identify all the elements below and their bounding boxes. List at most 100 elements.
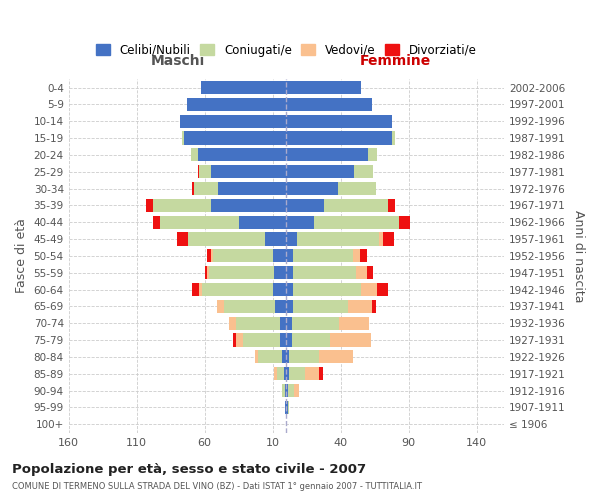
Bar	[182, 132, 286, 144]
Bar	[187, 98, 286, 111]
Bar	[286, 216, 399, 229]
Bar	[200, 81, 286, 94]
Text: Maschi: Maschi	[151, 54, 205, 68]
Bar	[282, 350, 286, 364]
Bar	[286, 316, 369, 330]
Bar	[282, 384, 286, 397]
Bar	[233, 334, 286, 346]
Bar	[153, 199, 286, 212]
Bar	[286, 266, 373, 280]
Bar	[286, 334, 292, 346]
Bar	[274, 367, 286, 380]
Legend: Celibi/Nubili, Coniugati/e, Vedovi/e, Divorziati/e: Celibi/Nubili, Coniugati/e, Vedovi/e, Di…	[92, 39, 481, 62]
Bar	[277, 367, 286, 380]
Bar	[193, 283, 286, 296]
Bar	[213, 250, 286, 262]
Bar	[286, 114, 392, 128]
Bar	[286, 350, 353, 364]
Bar	[286, 114, 392, 128]
Bar	[178, 232, 286, 245]
Bar	[286, 266, 367, 280]
Bar	[286, 384, 287, 397]
Bar	[153, 199, 286, 212]
Bar	[217, 300, 286, 313]
Bar	[199, 165, 286, 178]
Bar	[286, 350, 289, 364]
Bar	[286, 266, 293, 280]
Bar	[286, 132, 395, 144]
Bar	[286, 98, 372, 111]
Bar	[286, 266, 356, 280]
Bar	[286, 216, 410, 229]
Bar	[286, 81, 361, 94]
Bar	[273, 283, 286, 296]
Bar	[286, 232, 394, 245]
Y-axis label: Fasce di età: Fasce di età	[15, 218, 28, 294]
Bar	[284, 367, 286, 380]
Bar	[229, 316, 286, 330]
Bar	[255, 350, 286, 364]
Bar	[224, 300, 286, 313]
Bar	[286, 182, 338, 195]
Bar	[286, 165, 373, 178]
Bar	[286, 283, 293, 296]
Bar	[208, 266, 286, 280]
Bar	[180, 114, 286, 128]
Y-axis label: Anni di nascita: Anni di nascita	[572, 210, 585, 302]
Bar	[286, 316, 369, 330]
Bar	[282, 384, 286, 397]
Bar	[286, 182, 376, 195]
Bar	[243, 334, 286, 346]
Bar	[286, 350, 319, 364]
Bar	[160, 216, 286, 229]
Bar	[200, 81, 286, 94]
Bar	[194, 182, 286, 195]
Bar	[286, 81, 361, 94]
Bar	[275, 300, 286, 313]
Bar	[146, 199, 286, 212]
Bar	[286, 232, 297, 245]
Bar	[286, 300, 347, 313]
Bar	[180, 114, 286, 128]
Bar	[286, 132, 392, 144]
Bar	[286, 98, 372, 111]
Bar	[280, 316, 286, 330]
Bar	[286, 165, 373, 178]
Bar	[286, 98, 372, 111]
Bar	[286, 250, 360, 262]
Bar	[182, 132, 286, 144]
Bar	[285, 401, 286, 414]
Bar	[184, 132, 286, 144]
Bar	[286, 148, 377, 162]
Bar	[286, 232, 383, 245]
Bar	[286, 250, 367, 262]
Bar	[187, 98, 286, 111]
Bar	[191, 148, 286, 162]
Bar	[286, 401, 289, 414]
Bar	[286, 199, 395, 212]
Bar	[274, 367, 286, 380]
Bar	[200, 81, 286, 94]
Bar	[285, 401, 286, 414]
Text: Popolazione per età, sesso e stato civile - 2007: Popolazione per età, sesso e stato civil…	[12, 462, 366, 475]
Bar	[286, 401, 287, 414]
Bar	[202, 283, 286, 296]
Bar	[285, 401, 286, 414]
Bar	[286, 216, 314, 229]
Text: COMUNE DI TERMENO SULLA STRADA DEL VINO (BZ) - Dati ISTAT 1° gennaio 2007 - TUTT: COMUNE DI TERMENO SULLA STRADA DEL VINO …	[12, 482, 422, 491]
Bar	[286, 81, 361, 94]
Bar	[286, 148, 368, 162]
Bar	[286, 250, 293, 262]
Bar	[286, 148, 377, 162]
Bar	[205, 266, 286, 280]
Bar	[286, 334, 371, 346]
Bar	[211, 250, 286, 262]
Bar	[286, 199, 325, 212]
Bar	[286, 334, 371, 346]
Bar	[286, 316, 292, 330]
Bar	[286, 132, 395, 144]
Bar	[199, 283, 286, 296]
Bar	[282, 384, 286, 397]
Bar	[286, 199, 388, 212]
Bar	[209, 266, 286, 280]
